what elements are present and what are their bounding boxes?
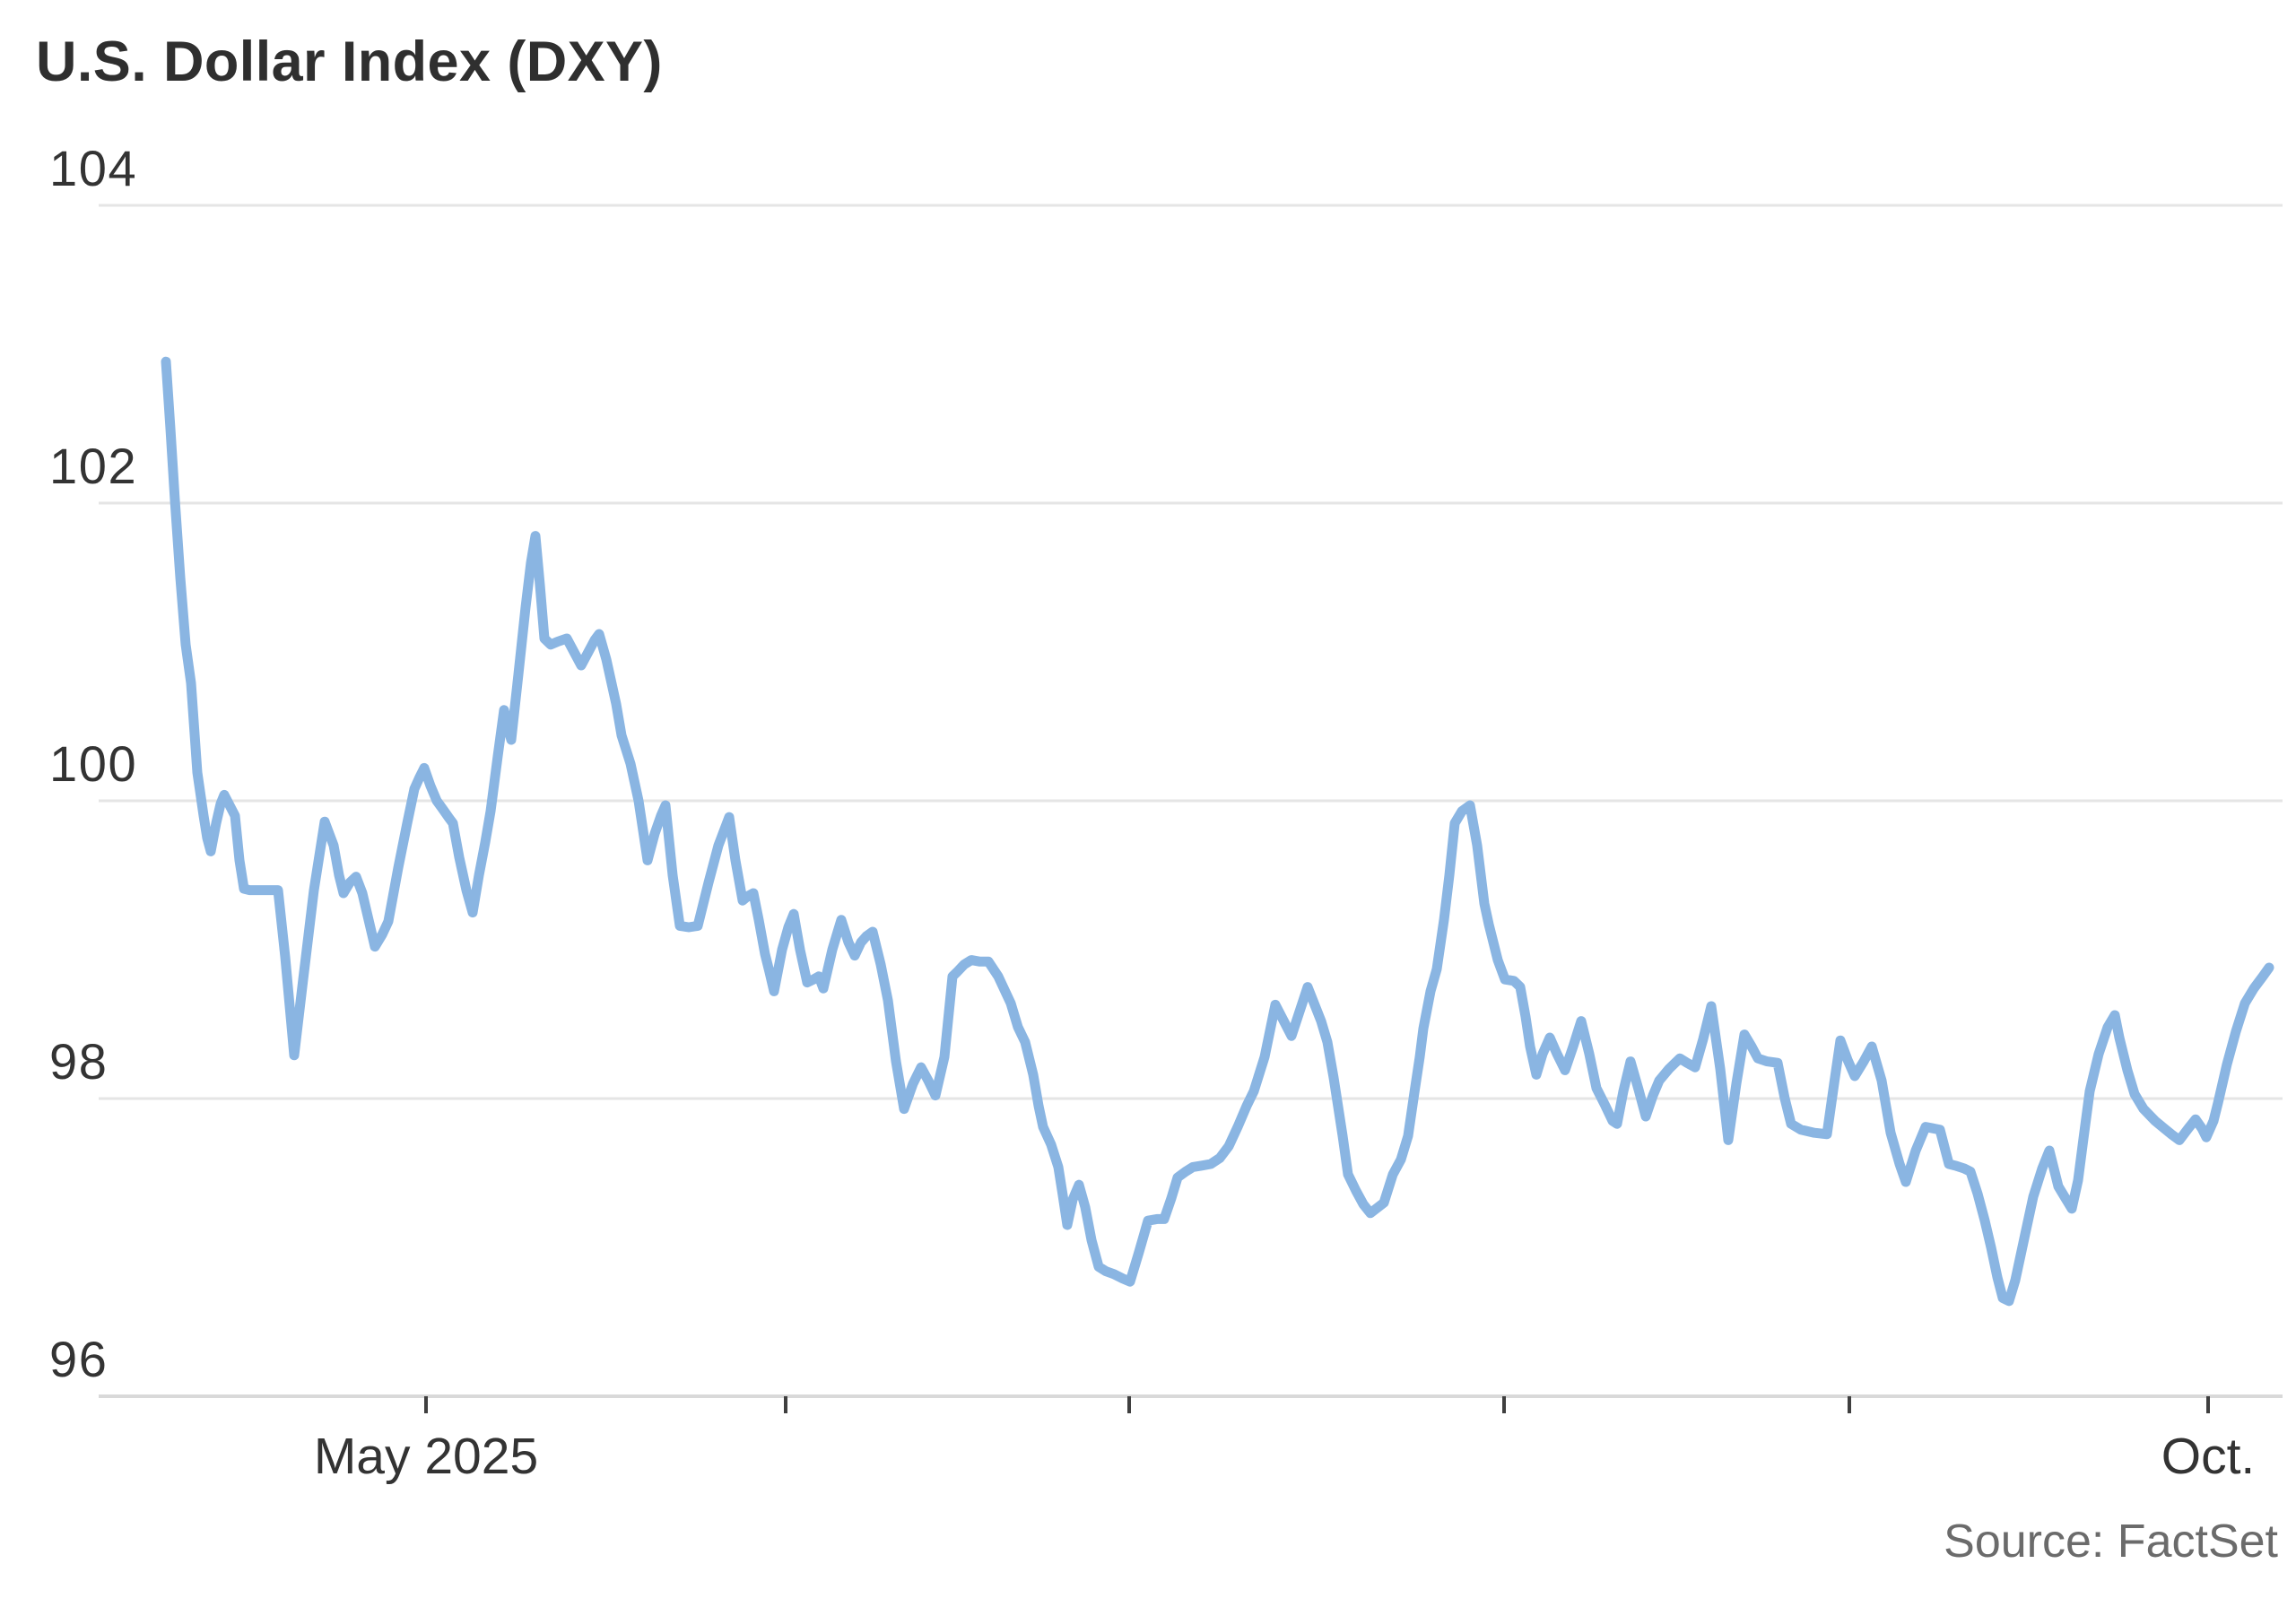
source-attribution: Source: FactSet	[1944, 1516, 2278, 1568]
x-tick-label-may-2025: May 2025	[314, 1428, 538, 1485]
dxy-series-line	[161, 356, 2274, 1307]
y-tick-label-98: 98	[49, 1033, 109, 1090]
gridlines	[99, 204, 2283, 1398]
chart-title: U.S. Dollar Index (DXY)	[36, 30, 663, 93]
y-axis-labels: 104 102 100 98 96	[49, 140, 137, 1387]
y-tick-label-100: 100	[49, 735, 137, 792]
y-tick-label-96: 96	[49, 1331, 109, 1387]
y-tick-label-102: 102	[49, 438, 137, 494]
series-line-dxy	[161, 356, 2274, 1307]
y-tick-label-104: 104	[49, 140, 137, 196]
x-tick-label-oct-: Oct.	[2161, 1428, 2256, 1485]
x-axis-labels: May 2025 Oct.	[314, 1428, 2255, 1485]
x-axis-ticks	[424, 1396, 2210, 1413]
